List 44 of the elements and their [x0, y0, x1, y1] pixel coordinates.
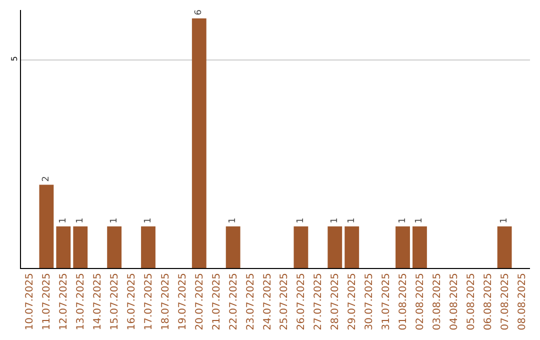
x-tick-label: 17.07.2025	[144, 273, 154, 330]
x-tick-label: 15.07.2025	[110, 273, 121, 330]
x-tick-label: 25.07.2025	[279, 273, 290, 330]
x-tick-label: 22.07.2025	[228, 273, 240, 330]
x-tick-label: 27.07.2025	[313, 273, 324, 330]
x-tick-label: 16.07.2025	[126, 273, 138, 330]
data-label: 1	[346, 218, 357, 224]
x-tick-label: 12.07.2025	[58, 273, 70, 330]
x-tick-label: 18.07.2025	[160, 273, 172, 330]
x-tick-label: 02.08.2025	[414, 273, 426, 330]
x-tick-label: 08.08.2025	[516, 273, 528, 330]
x-tick-label: 31.07.2025	[381, 273, 392, 330]
x-tick-label: 07.08.2025	[500, 273, 511, 330]
data-label: 6	[194, 9, 204, 16]
data-label: 1	[143, 218, 154, 224]
x-tick-label: 21.07.2025	[211, 273, 222, 330]
x-tick-label: 10.07.2025	[24, 273, 36, 330]
x-tick-label: 26.07.2025	[296, 273, 308, 330]
data-label: 1	[414, 218, 425, 224]
data-label: 1	[398, 218, 408, 224]
x-tick-label: 23.07.2025	[245, 273, 256, 330]
x-tick-label: 28.07.2025	[330, 273, 342, 330]
x-tick-label: 30.07.2025	[364, 273, 376, 330]
x-tick-label: 03.08.2025	[432, 273, 443, 330]
data-label: 1	[330, 218, 340, 224]
data-label: 2	[41, 176, 52, 182]
x-tick-label: 13.07.2025	[76, 273, 87, 330]
x-tick-label: 14.07.2025	[92, 273, 104, 330]
x-tick-label: 20.07.2025	[194, 273, 206, 330]
x-tick-label: 11.07.2025	[42, 273, 53, 330]
data-label: 1	[109, 218, 120, 224]
x-tick-label: 01.08.2025	[398, 273, 409, 330]
x-tick-label: 19.07.2025	[177, 273, 188, 330]
y-tick-label: 5	[10, 56, 19, 62]
x-tick-label: 05.08.2025	[466, 273, 477, 330]
x-tick-label: 06.08.2025	[482, 273, 494, 330]
data-label: 1	[500, 218, 510, 224]
x-tick-label: 04.08.2025	[448, 273, 460, 330]
data-label: 1	[228, 218, 238, 224]
x-tick-label: 24.07.2025	[262, 273, 274, 330]
data-label: 1	[58, 218, 68, 224]
data-label: 1	[75, 218, 86, 224]
data-label: 1	[296, 218, 306, 224]
x-tick-label: 29.07.2025	[347, 273, 358, 330]
